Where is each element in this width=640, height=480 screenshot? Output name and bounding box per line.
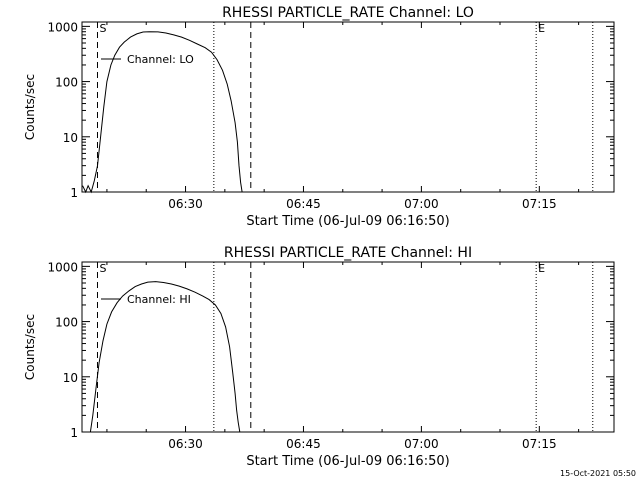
- y-tick-label: 1000: [47, 260, 78, 274]
- x-tick-label: 07:00: [404, 197, 439, 211]
- panel-lo: RHESSI PARTICLE_RATE Channel: LO Counts/…: [23, 5, 640, 229]
- x-tick-label: 07:15: [522, 437, 557, 451]
- marker-label: S: [99, 22, 106, 35]
- marker-label: E: [538, 22, 545, 35]
- y-tick-label: 1: [70, 186, 78, 200]
- marker-label: E: [538, 262, 545, 275]
- plot-frame-hi: [81, 261, 615, 433]
- y-axis-label-hi: Counts/sec: [23, 314, 37, 380]
- series-line-hi: [89, 281, 241, 433]
- series-line-lo: [82, 31, 243, 194]
- y-tick-group-lo: 1 10 100 1000: [47, 20, 614, 200]
- footer-timestamp: 15-Oct-2021 05:50: [560, 469, 636, 478]
- plot-frame-lo: [81, 21, 615, 193]
- y-tick-label: 1000: [47, 20, 78, 34]
- legend-label-hi: Channel: HI: [127, 293, 191, 306]
- panel-hi: RHESSI PARTICLE_RATE Channel: HI Counts/…: [23, 245, 640, 469]
- chart-title-lo: RHESSI PARTICLE_RATE Channel: LO: [222, 5, 474, 21]
- legend-label-lo: Channel: LO: [127, 53, 194, 66]
- x-tick-label: 06:30: [168, 437, 203, 451]
- y-tick-label: 100: [55, 316, 78, 330]
- x-tick-label: 06:45: [286, 437, 321, 451]
- y-tick-label: 100: [55, 76, 78, 90]
- x-tick-label: 07:00: [404, 437, 439, 451]
- x-axis-label-lo: Start Time (06-Jul-09 06:16:50): [246, 214, 449, 229]
- y-axis-label-lo: Counts/sec: [23, 74, 37, 140]
- x-tick-label: 06:30: [168, 197, 203, 211]
- y-tick-label: 1: [70, 426, 78, 440]
- x-tick-label: 06:45: [286, 197, 321, 211]
- x-axis-label-hi: Start Time (06-Jul-09 06:16:50): [246, 454, 449, 469]
- y-tick-group-hi: 1 10 100 1000: [47, 260, 614, 440]
- y-tick-label: 10: [63, 131, 78, 145]
- x-tick-label: 07:15: [522, 197, 557, 211]
- marker-label: S: [99, 262, 106, 275]
- chart-title-hi: RHESSI PARTICLE_RATE Channel: HI: [224, 245, 472, 261]
- y-tick-label: 10: [63, 371, 78, 385]
